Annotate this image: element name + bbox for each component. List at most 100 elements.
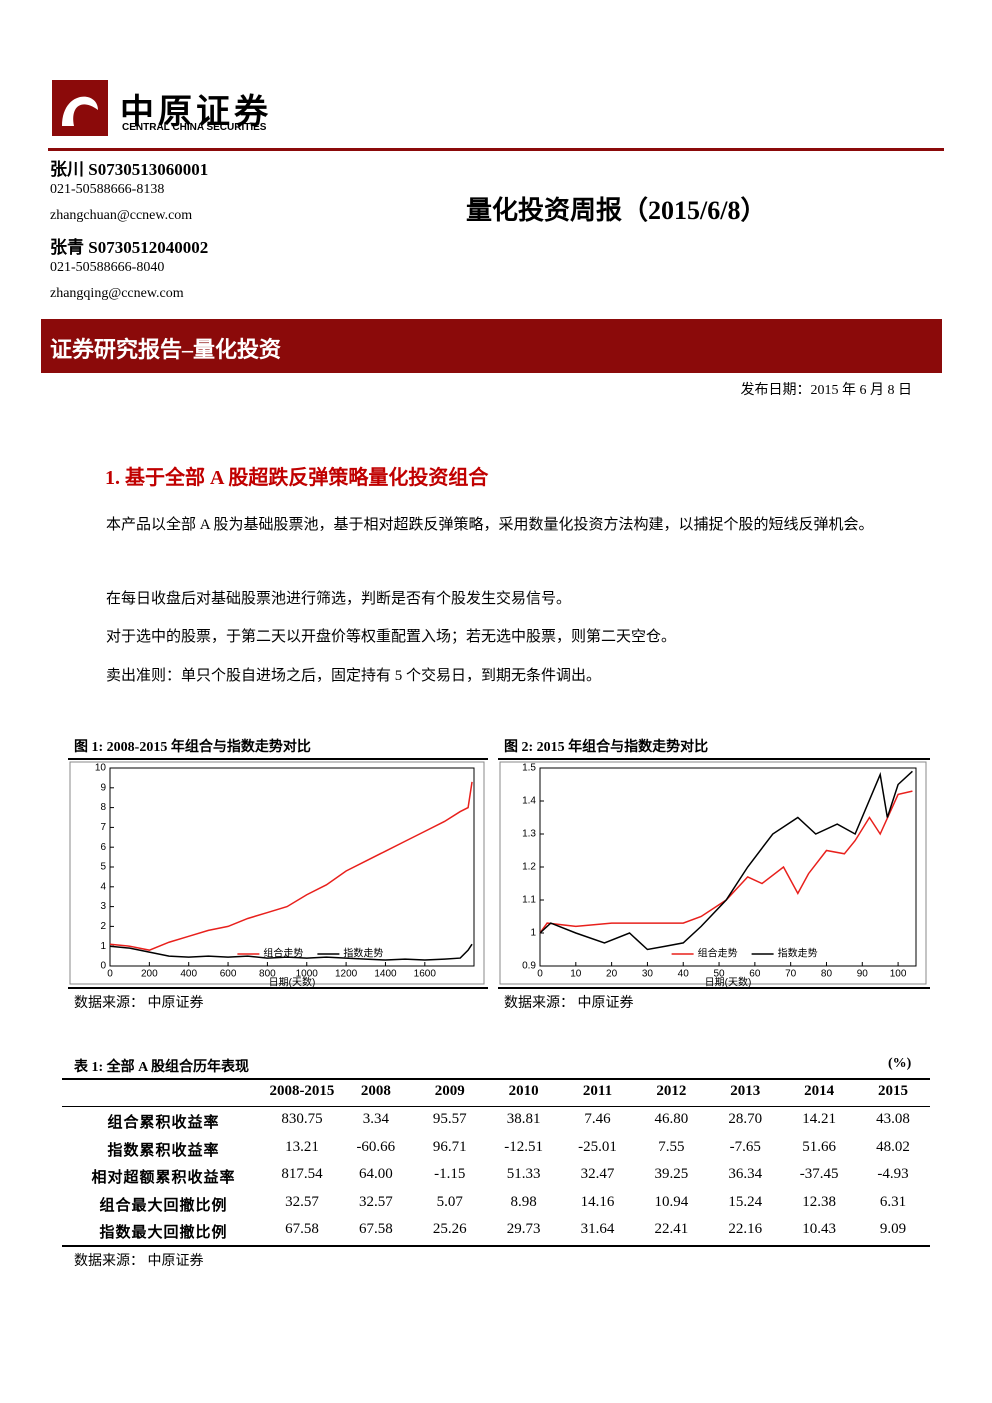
x-tick-label: 10 [570, 969, 582, 980]
y-tick-label: 9 [100, 782, 106, 793]
y-tick-label: 1.2 [522, 862, 536, 873]
x-tick-label: 20 [606, 969, 618, 980]
source: 数据来源： 中原证券 [74, 1254, 204, 1269]
x-tick-label: 60 [749, 969, 761, 980]
source: 数据来源： 中原证券 [74, 996, 204, 1011]
cell: 10.43 [802, 1221, 837, 1237]
x-tick-label: 200 [141, 969, 158, 980]
cell: 46.80 [654, 1111, 689, 1127]
column-header: 2015 [878, 1083, 909, 1099]
cell: 9.09 [879, 1221, 907, 1237]
y-tick-label: 5 [100, 862, 106, 873]
logo-en: CENTRAL CHINA SECURITIES [122, 122, 267, 133]
source: 数据来源： 中原证券 [504, 996, 634, 1011]
cell: 22.16 [728, 1221, 763, 1237]
table-unit: (%) [888, 1056, 912, 1071]
x-tick-label: 1000 [296, 969, 319, 980]
column-header: 2011 [582, 1083, 613, 1099]
cell: 817.54 [281, 1166, 323, 1182]
cell: 67.58 [358, 1221, 393, 1237]
cell: -37.45 [799, 1166, 839, 1182]
y-tick-label: 1 [530, 928, 536, 939]
x-tick-label: 400 [180, 969, 197, 980]
cell: 67.58 [285, 1221, 319, 1237]
x-tick-label: 100 [890, 969, 907, 980]
series-line [109, 781, 473, 951]
row-label: 组合最大回撤比例 [99, 1197, 228, 1214]
cell: 28.70 [728, 1111, 763, 1127]
cell: 7.46 [584, 1111, 611, 1127]
cell: 32.57 [285, 1193, 319, 1210]
chart: 0 1 2 3 4 5 6 7 8 9 10 0 200 400 600 800 1000 1200 1400 160… [69, 761, 485, 988]
column-header: 2012 [656, 1083, 687, 1099]
cell: 14.16 [580, 1193, 615, 1210]
banner-text: 证券研究报告–量化投资 [50, 337, 282, 362]
figure-caption: 图 2: 2015 年组合与指数走势对比 [504, 740, 709, 755]
paragraph: 对于选中的股票，于第二天以开盘价等权重配置入场；若无选中股票，则第二天空仓。 [106, 629, 677, 645]
legend-label: 指数走势 [778, 947, 818, 960]
x-axis-label: 日期(天数) [269, 976, 316, 988]
email: zhangqing@ccnew.com [50, 286, 184, 301]
x-axis-label: 日期(天数) [705, 976, 752, 988]
x-tick-label: 1200 [335, 969, 358, 980]
x-tick-label: 0 [537, 969, 543, 980]
row-label: 组合累积收益率 [107, 1115, 220, 1131]
cell: 22.41 [654, 1221, 689, 1237]
author: 张青 S0730512040002 [50, 238, 209, 257]
series-line [539, 790, 913, 934]
figure-caption: 图 1: 2008-2015 年组合与指数走势对比 [74, 740, 311, 755]
row-label: 指数最大回撤比例 [99, 1225, 228, 1241]
date: 发布日期：2015 年 6 月 8 日 [740, 383, 913, 398]
cell: 51.66 [802, 1138, 837, 1155]
cell: 96.71 [432, 1138, 467, 1155]
cell: 64.00 [358, 1166, 393, 1182]
rule [498, 987, 930, 989]
x-tick-label: 70 [785, 969, 797, 980]
legend-label: 组合走势 [263, 947, 303, 960]
phone: 021-50588666-8138 [50, 182, 165, 197]
cell: -1.15 [434, 1166, 466, 1182]
rule [62, 1245, 930, 1247]
cell: 95.57 [432, 1111, 467, 1127]
plot-area [109, 767, 475, 967]
cell: 38.81 [506, 1111, 541, 1127]
column-header: 2010 [508, 1083, 539, 1099]
chart: 0.9 1 1.1 1.2 1.3 1.4 1.5 0 10 20 30 40 50 60 70 80 90 10… [499, 761, 927, 988]
report-title: 量化投资周报（2015/6/8） [466, 196, 767, 225]
cell: 32.57 [358, 1193, 393, 1210]
x-tick-label: 80 [821, 969, 833, 980]
legend-label: 指数走势 [343, 947, 383, 960]
author: 张川 S0730513060001 [50, 160, 209, 179]
x-tick-label: 0 [107, 969, 113, 980]
x-tick-label: 90 [857, 969, 869, 980]
cell: 36.34 [728, 1166, 763, 1182]
row-label: 相对超额累积收益率 [91, 1170, 236, 1186]
plot-area [539, 767, 917, 967]
cell: 29.73 [506, 1221, 541, 1237]
cell: 12.38 [802, 1193, 837, 1210]
y-tick-label: 1 [100, 941, 106, 952]
table: 2008-2015 2008 2009 2010 2011 2012 2013 2014 201… [62, 1078, 930, 1248]
cell: 15.24 [728, 1193, 763, 1210]
rule [62, 1106, 930, 1107]
x-tick-label: 30 [642, 969, 654, 980]
y-tick-label: 3 [100, 901, 106, 912]
phone: 021-50588666-8040 [50, 260, 165, 275]
y-tick-label: 10 [95, 763, 107, 774]
y-tick-label: 0.9 [522, 961, 536, 972]
paragraph: 在每日收盘后对基础股票池进行筛选，判断是否有个股发生交易信号。 [106, 591, 572, 607]
y-tick-label: 2 [100, 921, 106, 932]
cell: 5.07 [436, 1193, 463, 1210]
rule [68, 758, 488, 760]
paragraph: 本产品以全部 A 股为基础股票池，基于相对超跌反弹策略，采用数量化投资方法构建，… [106, 517, 874, 533]
x-tick-label: 800 [259, 969, 276, 980]
x-tick-label: 1600 [414, 969, 437, 980]
banner [41, 319, 942, 373]
rule [68, 987, 488, 989]
rule [48, 148, 944, 151]
y-tick-label: 1.3 [522, 829, 536, 840]
cell: 43.08 [876, 1111, 910, 1127]
x-tick-label: 600 [220, 969, 237, 980]
cell: 7.55 [658, 1138, 685, 1155]
y-tick-label: 0 [100, 961, 106, 972]
